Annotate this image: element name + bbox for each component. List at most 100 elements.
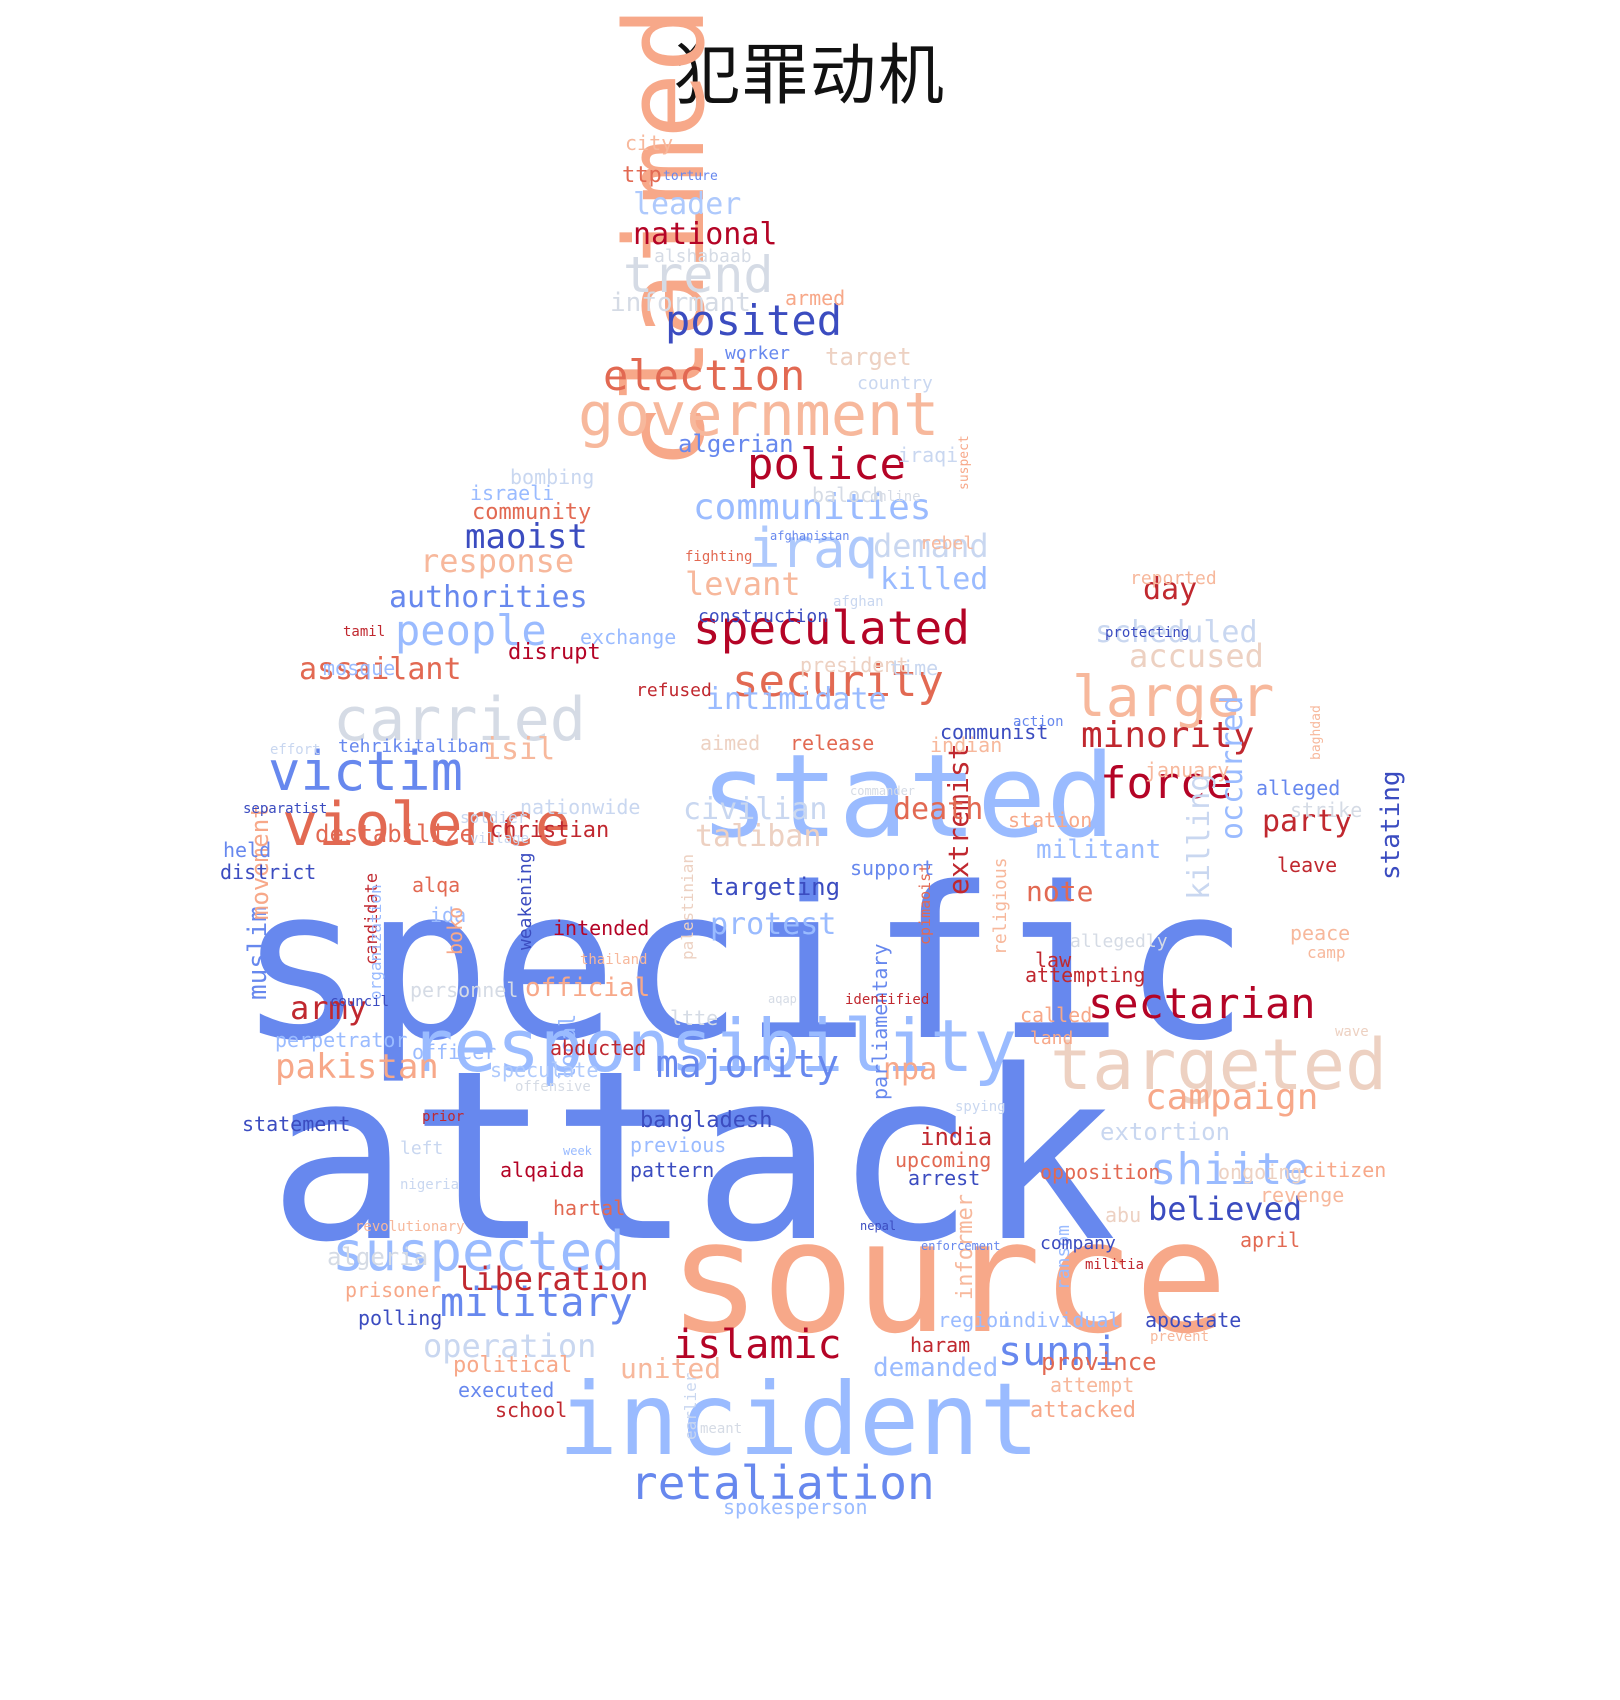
cloud-word: protest <box>710 907 837 942</box>
cloud-word: executed <box>458 1378 555 1402</box>
cloud-word: wave <box>1335 1024 1369 1040</box>
cloud-word: ida <box>430 903 467 927</box>
cloud-word: thailand <box>580 952 648 968</box>
cloud-word: speculated <box>693 601 970 655</box>
cloud-word: parliamentary <box>868 943 892 1100</box>
cloud-word: abu <box>1105 1203 1142 1227</box>
cloud-word: responsibility <box>410 1004 1017 1088</box>
cloud-word: disrupt <box>508 640 601 665</box>
cloud-word: bombing <box>510 465 595 489</box>
cloud-word: council <box>330 994 390 1010</box>
cloud-word: land <box>1030 1028 1074 1049</box>
cloud-word: left <box>400 1138 444 1159</box>
cloud-word: demand <box>873 527 989 565</box>
cloud-word: leave <box>1277 853 1338 877</box>
cloud-word: nepal <box>860 1219 897 1233</box>
cloud-word: mosque <box>323 656 396 680</box>
cloud-word: tamil <box>343 624 386 640</box>
cloud-word: targeting <box>710 873 841 901</box>
cloud-word: upcoming <box>895 1148 992 1172</box>
cloud-word: peace <box>1290 921 1351 945</box>
cloud-word: incident <box>558 1361 1040 1478</box>
cloud-word: extortion <box>1100 1118 1231 1146</box>
cloud-word: school <box>495 1398 568 1422</box>
cloud-word: abducted <box>550 1036 647 1060</box>
cloud-word: previous <box>630 1133 727 1157</box>
cloud-word: source <box>668 1187 1228 1368</box>
cloud-word: commander <box>850 784 916 798</box>
cloud-word: city <box>625 131 674 155</box>
cloud-word: country <box>857 373 933 394</box>
cloud-word: province <box>1041 1348 1157 1376</box>
cloud-word: stating <box>1376 770 1406 880</box>
cloud-word: alqa <box>412 873 461 897</box>
cloud-word: haram <box>910 1333 971 1357</box>
cloud-word: algerian <box>678 430 794 458</box>
cloud-word: attacked <box>1030 1398 1136 1423</box>
cloud-word: torture <box>663 169 718 184</box>
cloud-word: allegedly <box>1070 931 1168 952</box>
cloud-word: communities <box>693 487 932 528</box>
cloud-word: indian <box>930 733 1003 757</box>
cloud-word: pakistan <box>275 1047 439 1087</box>
cloud-word: retaliation <box>630 1456 935 1510</box>
cloud-word: company <box>1040 1233 1116 1254</box>
cloud-word: earlier <box>681 1372 700 1440</box>
cloud-word: online <box>870 489 921 505</box>
cloud-word: election <box>603 351 806 400</box>
cloud-word: shiite <box>1150 1144 1309 1195</box>
cloud-word: killing <box>1182 773 1217 900</box>
cloud-word: district <box>220 860 317 884</box>
cloud-word: specific <box>238 842 1250 1087</box>
cloud-word: protecting <box>1105 625 1190 641</box>
cloud-word: police <box>747 439 906 490</box>
cloud-word: operation <box>423 1327 597 1365</box>
cloud-word: station <box>1008 808 1093 832</box>
page-title: 犯罪动机 <box>674 37 946 114</box>
cloud-word: enforcement <box>921 1239 1001 1253</box>
cloud-word: stated <box>700 730 1116 864</box>
cloud-word: exchange <box>580 625 677 649</box>
cloud-word: religious <box>990 857 1011 955</box>
cloud-word: campaign <box>1145 1077 1319 1118</box>
cloud-word: effort <box>270 742 321 758</box>
cloud-word: algeria <box>327 1243 429 1271</box>
cloud-word: demanded <box>873 1353 999 1383</box>
cloud-word: israeli <box>470 481 555 505</box>
cloud-word: death <box>893 792 984 827</box>
cloud-word: weakening <box>515 852 536 950</box>
cloud-word: nationwide <box>520 795 641 819</box>
cloud-word: spying <box>955 1099 1006 1115</box>
cloud-word: isil <box>483 732 556 767</box>
cloud-word: note <box>1026 875 1094 908</box>
cloud-word: destabilize <box>315 820 474 848</box>
cloud-word: alshabaab <box>654 246 752 267</box>
cloud-word: killed <box>880 562 989 597</box>
cloud-word: liberation <box>456 1260 649 1298</box>
cloud-word: revolutionary <box>355 1219 465 1235</box>
cloud-word: community <box>472 500 592 525</box>
cloud-word: armed <box>785 286 846 310</box>
cloud-word: soldier <box>460 808 528 827</box>
cloud-word: islamic <box>673 1322 842 1368</box>
cloud-word: violence <box>282 790 571 860</box>
cloud-word: boko <box>443 906 467 955</box>
cloud-word: prevent <box>1150 1329 1210 1345</box>
cloud-word: arrest <box>908 1166 981 1190</box>
cloud-word: carried <box>333 685 586 755</box>
cloud-word: ltte <box>670 1006 719 1030</box>
cloud-word: military <box>440 1280 633 1326</box>
cloud-word: iraqi <box>898 443 959 467</box>
cloud-word: tehrikitaliban <box>338 736 490 757</box>
cloud-word: force <box>1100 758 1233 809</box>
cloud-word: authorities <box>389 580 588 615</box>
cloud-word: citizen <box>1302 1158 1387 1182</box>
cloud-word: sunni <box>998 1329 1119 1375</box>
cloud-word: nigeria <box>400 1177 460 1193</box>
cloud-word: officer <box>412 1040 497 1064</box>
cloud-word: president <box>800 653 909 677</box>
cloud-word: region <box>938 1308 1011 1332</box>
cloud-word: individual <box>1000 1308 1121 1332</box>
